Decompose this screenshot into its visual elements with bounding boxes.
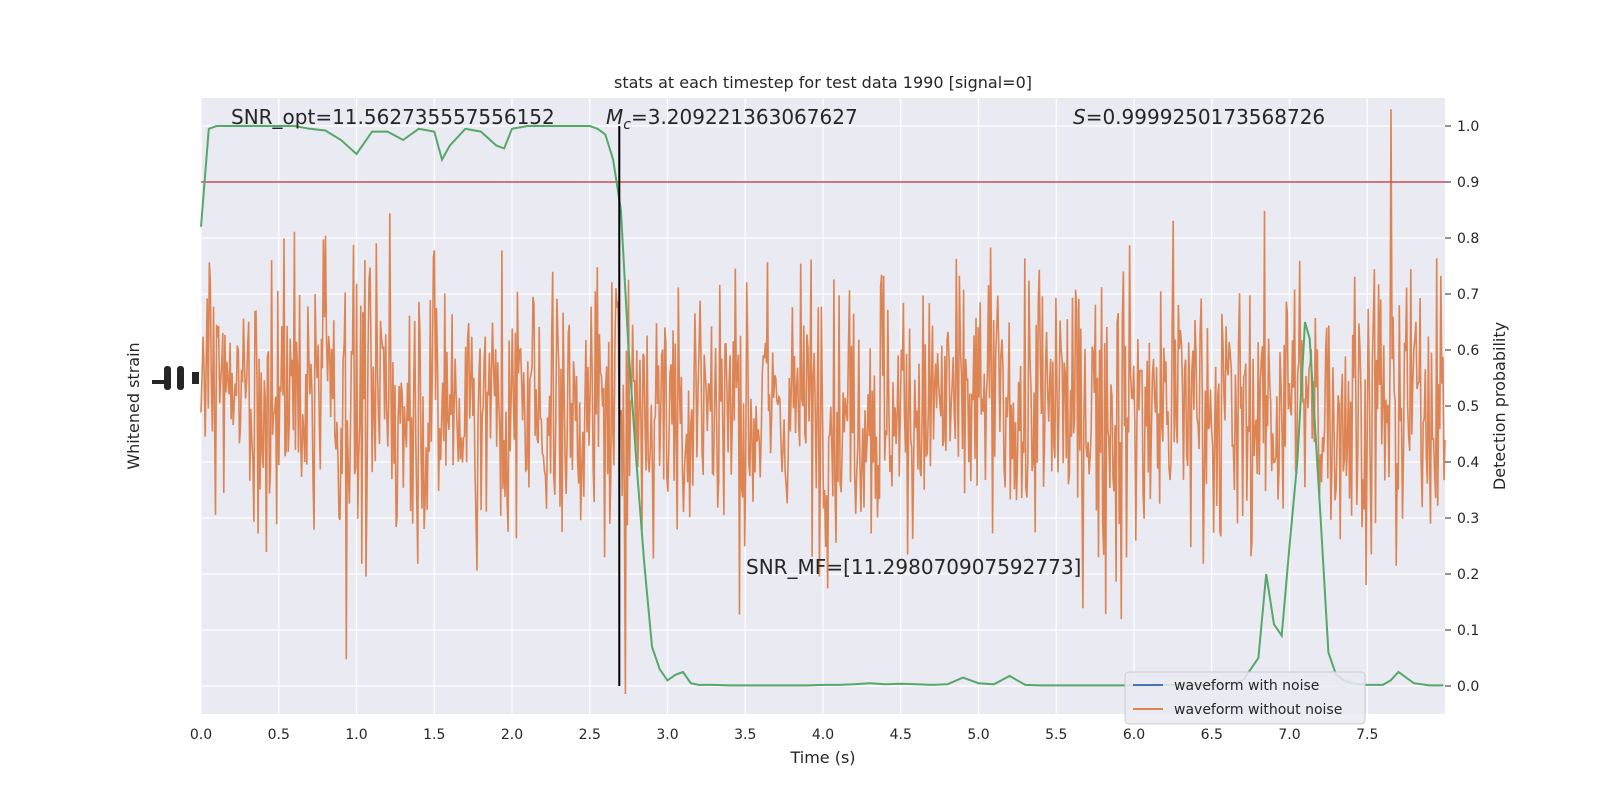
x-tick-label: 4.5 bbox=[890, 727, 912, 743]
x-tick-label: 0.0 bbox=[190, 727, 212, 743]
legend-label-waveform-without-noise: waveform without noise bbox=[1174, 702, 1342, 718]
snr-opt-annotation: SNR_opt=11.562735557556152 bbox=[231, 105, 555, 129]
legend-box bbox=[1124, 671, 1366, 725]
legend: waveform with noise waveform without noi… bbox=[1124, 671, 1366, 725]
y-right-tick-label: 0.5 bbox=[1457, 399, 1479, 415]
y-right-tick-label: 0.3 bbox=[1457, 511, 1479, 527]
x-tick-label: 7.0 bbox=[1278, 727, 1300, 743]
y-left-tick-cluster bbox=[152, 366, 199, 390]
chart-title: stats at each timestep for test data 199… bbox=[614, 73, 1032, 92]
x-tick-label: 5.5 bbox=[1045, 727, 1067, 743]
s-annotation: S=0.9999250173568726 bbox=[1073, 105, 1325, 129]
y-right-tick-label: 0.2 bbox=[1457, 567, 1479, 583]
strain-trace bbox=[200, 109, 1446, 695]
x-tick-label: 6.5 bbox=[1201, 727, 1223, 743]
mc-annotation: Mc=3.209221363067627 bbox=[606, 105, 858, 133]
y-left-axis-label: Whitened strain bbox=[124, 342, 143, 469]
y-right-tick-label: 0.8 bbox=[1457, 231, 1479, 247]
x-tick-label: 3.0 bbox=[656, 727, 678, 743]
x-tick-label: 7.5 bbox=[1356, 727, 1378, 743]
detection-probability-line bbox=[200, 125, 1444, 687]
y-right-tick-label: 1.0 bbox=[1457, 119, 1479, 135]
y-right-axis-ticks: 0.0 0.1 0.2 0.3 0.4 0.5 0.6 0.7 0.8 0.9 1.0 bbox=[1445, 119, 1479, 695]
x-tick-label: 5.0 bbox=[967, 727, 989, 743]
y-right-tick-label: 0.9 bbox=[1457, 175, 1479, 191]
x-tick-label: 6.0 bbox=[1123, 727, 1145, 743]
x-axis-label: Time (s) bbox=[789, 748, 855, 767]
x-tick-label: 2.0 bbox=[501, 727, 523, 743]
x-tick-label: 1.0 bbox=[345, 727, 367, 743]
y-right-tick-label: 0.0 bbox=[1457, 679, 1479, 695]
strain-series-waveform-without-noise bbox=[200, 109, 1446, 695]
x-axis-ticks: 0.0 0.5 1.0 1.5 2.0 2.5 3.0 3.5 4.0 4.5 5.0 5.5 6.0 6… bbox=[190, 727, 1379, 743]
snr-mf-annotation: SNR_MF=[11.298070907592773] bbox=[746, 555, 1081, 579]
x-tick-label: 2.5 bbox=[579, 727, 601, 743]
y-right-tick-label: 0.6 bbox=[1457, 343, 1479, 359]
legend-label-waveform-with-noise: waveform with noise bbox=[1174, 678, 1319, 694]
x-tick-label: 4.0 bbox=[812, 727, 834, 743]
y-right-axis-label: Detection probability bbox=[1490, 322, 1509, 490]
x-tick-label: 0.5 bbox=[268, 727, 290, 743]
x-tick-label: 1.5 bbox=[423, 727, 445, 743]
y-right-tick-label: 0.1 bbox=[1457, 623, 1479, 639]
y-right-tick-label: 0.7 bbox=[1457, 287, 1479, 303]
x-tick-label: 3.5 bbox=[734, 727, 756, 743]
y-right-tick-label: 0.4 bbox=[1457, 455, 1479, 471]
